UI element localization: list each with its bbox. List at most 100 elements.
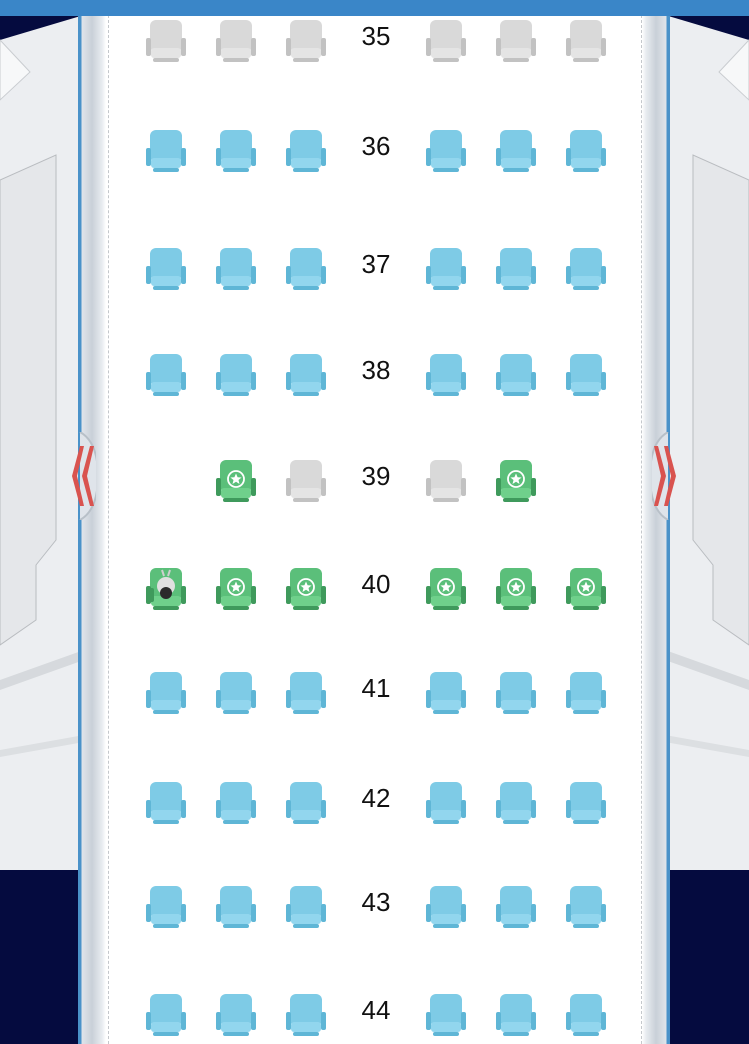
seat-premium[interactable] xyxy=(216,458,256,504)
seat-available[interactable] xyxy=(566,780,606,826)
seat-available[interactable] xyxy=(216,670,256,716)
cabin-right-line xyxy=(641,0,642,1044)
seat-icon xyxy=(426,782,466,824)
seat-available[interactable] xyxy=(496,128,536,174)
seat-icon xyxy=(426,994,466,1036)
seat-icon xyxy=(286,886,326,928)
seat-icon xyxy=(286,354,326,396)
seat-icon xyxy=(216,248,256,290)
seat-icon xyxy=(286,248,326,290)
seat-icon xyxy=(216,782,256,824)
seat-icon xyxy=(566,248,606,290)
seat-available[interactable] xyxy=(496,246,536,292)
double-chevron-right-icon xyxy=(652,432,676,520)
seat-icon xyxy=(496,130,536,172)
seat-icon xyxy=(216,20,256,62)
seat-premium[interactable] xyxy=(216,566,256,612)
seat-occupied xyxy=(496,18,536,64)
seat-available[interactable] xyxy=(146,352,186,398)
seat-available[interactable] xyxy=(426,884,466,930)
seat-available[interactable] xyxy=(426,246,466,292)
seat-available[interactable] xyxy=(566,884,606,930)
seat-occupied xyxy=(426,458,466,504)
seat-available[interactable] xyxy=(216,884,256,930)
seat-icon xyxy=(426,886,466,928)
seat-icon xyxy=(496,994,536,1036)
seat-available[interactable] xyxy=(496,670,536,716)
seat-available[interactable] xyxy=(426,128,466,174)
seat-icon xyxy=(426,460,466,502)
seat-icon xyxy=(566,20,606,62)
seat-available[interactable] xyxy=(286,352,326,398)
seat-available[interactable] xyxy=(426,352,466,398)
seat-available[interactable] xyxy=(566,352,606,398)
seat-available[interactable] xyxy=(146,992,186,1038)
cabin-hull xyxy=(78,0,670,1044)
seat-available[interactable] xyxy=(216,246,256,292)
seat-selected[interactable] xyxy=(146,566,186,612)
seat-premium[interactable] xyxy=(286,566,326,612)
seat-available[interactable] xyxy=(146,246,186,292)
seat-icon xyxy=(286,460,326,502)
seat-premium[interactable] xyxy=(566,566,606,612)
seat-available[interactable] xyxy=(146,128,186,174)
seat-row: 36 xyxy=(0,128,749,178)
seat-available[interactable] xyxy=(216,352,256,398)
seat-available[interactable] xyxy=(286,884,326,930)
seat-available[interactable] xyxy=(286,670,326,716)
seat-occupied xyxy=(426,18,466,64)
seat-icon xyxy=(566,994,606,1036)
seat-row: 39 xyxy=(0,458,749,508)
seat-occupied xyxy=(286,458,326,504)
seat-available[interactable] xyxy=(146,780,186,826)
seat-icon xyxy=(146,248,186,290)
seat-icon xyxy=(146,886,186,928)
seat-available[interactable] xyxy=(496,884,536,930)
seat-available[interactable] xyxy=(566,992,606,1038)
seat-available[interactable] xyxy=(426,992,466,1038)
seat-row: 44 xyxy=(0,992,749,1042)
seat-available[interactable] xyxy=(286,128,326,174)
star-circle-icon xyxy=(286,568,326,610)
seat-row: 38 xyxy=(0,352,749,402)
seat-icon xyxy=(286,20,326,62)
seat-available[interactable] xyxy=(216,992,256,1038)
seat-occupied xyxy=(286,18,326,64)
seat-available[interactable] xyxy=(566,128,606,174)
row-number: 44 xyxy=(361,995,391,1025)
seat-icon xyxy=(566,672,606,714)
seat-available[interactable] xyxy=(286,992,326,1038)
seat-available[interactable] xyxy=(496,780,536,826)
seat-icon xyxy=(566,130,606,172)
seat-available[interactable] xyxy=(496,352,536,398)
seat-available[interactable] xyxy=(496,992,536,1038)
seat-available[interactable] xyxy=(426,780,466,826)
seat-icon xyxy=(146,354,186,396)
seat-icon xyxy=(286,782,326,824)
seat-available[interactable] xyxy=(566,246,606,292)
row-number: 40 xyxy=(361,569,391,599)
seat-icon xyxy=(216,886,256,928)
seat-icon xyxy=(146,782,186,824)
star-circle-icon xyxy=(496,460,536,502)
seat-row: 43 xyxy=(0,884,749,934)
row-number: 35 xyxy=(361,21,391,51)
seat-available[interactable] xyxy=(286,246,326,292)
seat-available[interactable] xyxy=(216,128,256,174)
seat-available[interactable] xyxy=(146,884,186,930)
seat-available[interactable] xyxy=(146,670,186,716)
seat-icon xyxy=(216,672,256,714)
seat-icon xyxy=(566,782,606,824)
seat-available[interactable] xyxy=(216,780,256,826)
seat-premium[interactable] xyxy=(426,566,466,612)
seat-icon xyxy=(146,130,186,172)
seat-premium[interactable] xyxy=(496,458,536,504)
seat-available[interactable] xyxy=(426,670,466,716)
row-number: 38 xyxy=(361,355,391,385)
seat-available[interactable] xyxy=(286,780,326,826)
star-circle-icon xyxy=(216,568,256,610)
seat-available[interactable] xyxy=(566,670,606,716)
row-number: 42 xyxy=(361,783,391,813)
seat-premium[interactable] xyxy=(496,566,536,612)
right-wing xyxy=(665,0,749,1044)
